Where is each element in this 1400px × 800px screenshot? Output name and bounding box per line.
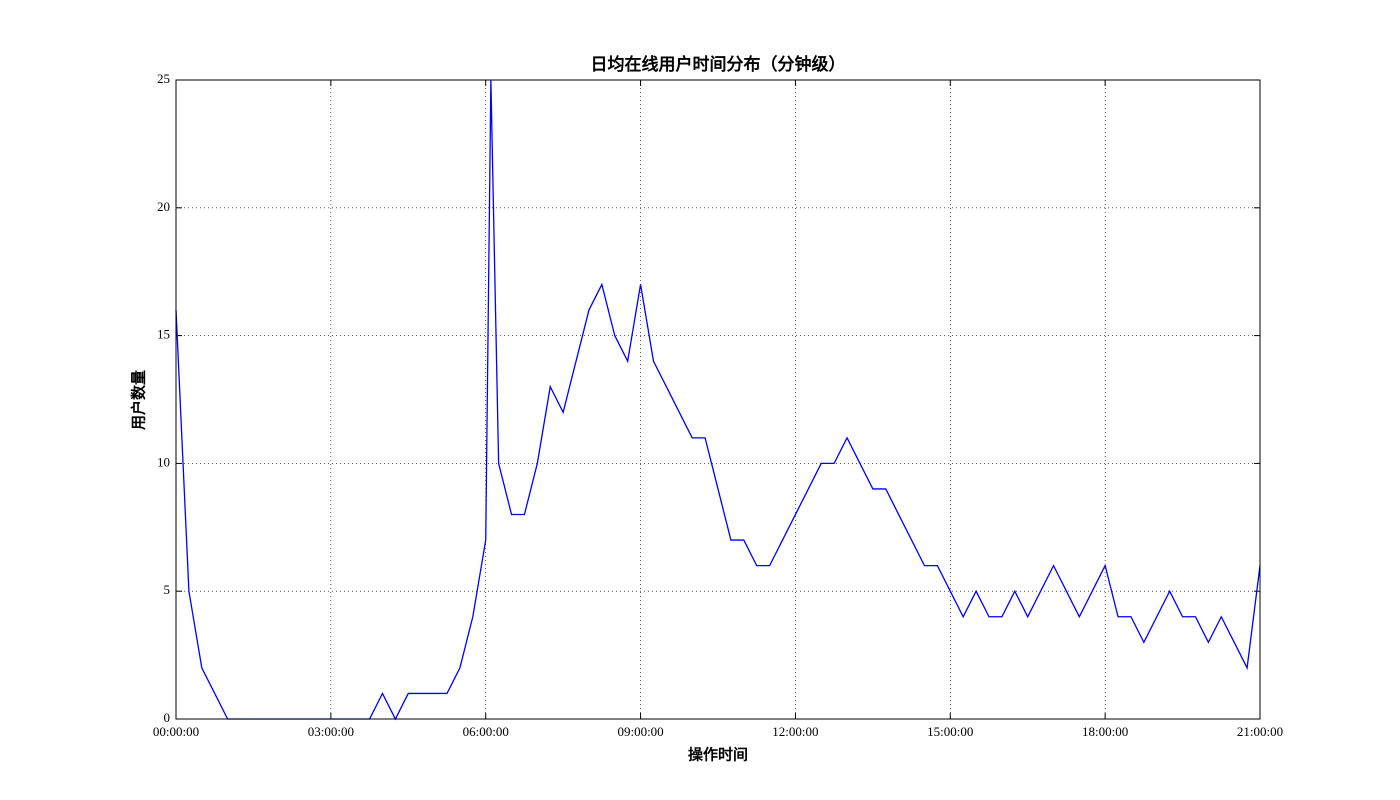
y-axis-label: 用户数量 [129,370,147,430]
x-tick-label: 00:00:00 [153,724,199,739]
x-tick-label: 21:00:00 [1237,724,1283,739]
y-tick-label: 20 [157,199,170,214]
x-tick-label: 03:00:00 [308,724,354,739]
y-tick-label: 5 [164,582,171,597]
x-tick-label: 09:00:00 [617,724,663,739]
y-tick-label: 15 [157,327,170,342]
plot-frame [175,79,1261,720]
y-tick-label: 10 [157,454,170,469]
y-tick-label: 25 [157,71,170,86]
x-tick-label: 18:00:00 [1082,724,1128,739]
data-line [175,79,1261,721]
x-axis-label: 操作时间 [688,745,748,763]
chart-title: 日均在线用户时间分布（分钟级） [591,54,846,74]
x-tick-label: 12:00:00 [772,724,818,739]
x-tick-label: 06:00:00 [463,724,509,739]
y-tick-label: 0 [164,710,171,725]
x-tick-label: 15:00:00 [927,724,973,739]
